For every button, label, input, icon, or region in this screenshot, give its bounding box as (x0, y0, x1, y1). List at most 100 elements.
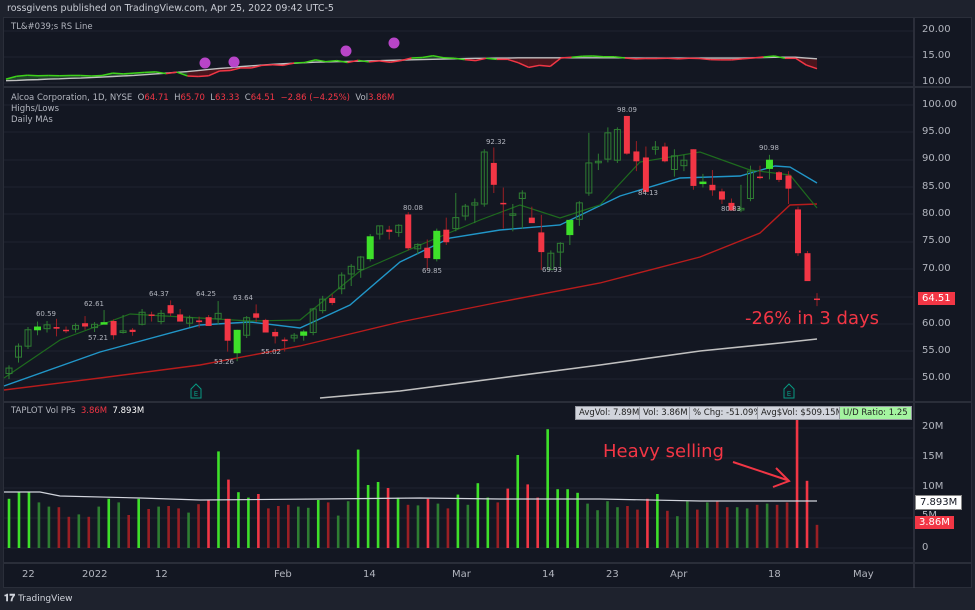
volume-legend: TAPLOT Vol PPs 3.86M 7.893M (11, 406, 144, 416)
rs-line-segment (16, 74, 28, 77)
annotation-arrow-icon (732, 461, 788, 481)
volume-bar (306, 507, 310, 548)
xaxis-label: Apr (670, 569, 688, 580)
rs-fill (528, 57, 540, 68)
rs-line-segment (742, 57, 754, 60)
rs-line-segment (432, 54, 444, 59)
rs-line-segment (315, 59, 327, 63)
volume-bar (406, 504, 410, 548)
candle-body-up (509, 213, 517, 216)
rs-line-segment (517, 62, 530, 69)
candle-body-up (585, 162, 593, 194)
volume-bar (207, 500, 210, 548)
rs-line-segment (752, 56, 764, 59)
high-low-label: 57.21 (88, 334, 108, 342)
candle-body-down (386, 229, 393, 232)
candle-body-up (91, 323, 99, 329)
price-ytick: 100.00 (922, 99, 957, 110)
rs-line-segment (390, 59, 401, 63)
candle-body-down (661, 146, 668, 162)
price-ytick: 70.00 (922, 263, 951, 274)
high-low-label: 60.59 (36, 310, 56, 318)
candle-body-up (233, 329, 241, 354)
volume-bar (486, 497, 490, 548)
rs-new-high-dot (199, 57, 211, 69)
candle-body-down (424, 247, 431, 259)
rs-line-segment (507, 58, 519, 64)
volume-bar (695, 509, 699, 548)
candle-body-up (414, 243, 422, 250)
volume-bar (267, 508, 270, 548)
volume-bar (705, 502, 709, 548)
candle-body-up (480, 151, 488, 205)
rs-fill (187, 70, 199, 77)
candle-body-down (405, 214, 412, 249)
candle-body-up (547, 252, 555, 271)
volume-bar (476, 483, 480, 548)
price-ytick: 95.00 (922, 126, 951, 137)
volume-average: 7.893M (112, 406, 145, 416)
candle-body-up (737, 207, 745, 211)
candle-body-up (5, 367, 13, 375)
xaxis-label: Mar (452, 569, 471, 580)
candle-body-down (633, 151, 640, 162)
volume-bar (296, 506, 300, 548)
rs-line-segment (262, 64, 273, 67)
rs-line-segment (475, 57, 487, 62)
rs-line-segment (539, 64, 551, 68)
volume-bar (556, 489, 559, 548)
stat-ud-ratio: U/D Ratio: 1.25 (839, 406, 912, 420)
candle-body-down (538, 232, 545, 253)
xaxis-label: 18 (768, 569, 781, 580)
pane-separator (4, 86, 972, 88)
volume-ytick: 15M (922, 451, 944, 462)
volume-bar (416, 505, 420, 548)
stat-pct-chg: % Chg: -51.09% (689, 406, 766, 420)
indicator-highs-lows[interactable]: Highs/Lows (11, 104, 59, 114)
candle-body-up (471, 202, 479, 206)
xaxis-label: 14 (363, 569, 376, 580)
candle-body-up (309, 308, 317, 334)
rs-line-segment (422, 54, 433, 59)
high-low-label: 80.83 (721, 205, 741, 213)
rs-line-segment (229, 67, 241, 72)
candle-body-up (357, 256, 365, 271)
chart-frame (3, 17, 972, 588)
candle-body-down (196, 320, 203, 323)
volume-bar (496, 502, 500, 548)
volume-bar (57, 507, 61, 548)
candle-body-down (718, 191, 725, 200)
candle-body-up (699, 181, 707, 185)
candle-body-up (243, 317, 251, 336)
candle-body-up (395, 224, 403, 233)
rs-line-segment (176, 71, 188, 77)
volume-bar (97, 506, 101, 548)
volume-bar (167, 506, 170, 548)
stat-avg-dollar-vol: Avg$Vol: $509.15M (757, 406, 847, 420)
heavy-selling-annotation: Heavy selling (603, 441, 724, 462)
volume-bar (805, 480, 809, 548)
rs-line-segment (774, 55, 786, 60)
stat-avg-vol: AvgVol: 7.89M (575, 406, 644, 420)
high-low-label: 63.64 (233, 294, 254, 302)
volume-ytick: 5M (922, 510, 937, 521)
rs-line-segment (294, 61, 305, 64)
candle-body-up (518, 192, 526, 199)
rs-line-segment (165, 71, 177, 75)
volume-bar (247, 497, 250, 548)
xaxis-label: 14 (542, 569, 555, 580)
high-low-label: 62.61 (84, 300, 104, 308)
volume-bar (366, 485, 370, 548)
xaxis-label: Feb (274, 569, 292, 580)
volume-bar (765, 503, 769, 548)
rs-line-segment (133, 71, 145, 74)
tradingview-logo[interactable]: 𝟏𝟕 TradingView (4, 593, 73, 604)
price-ytick: 90.00 (922, 153, 951, 164)
indicator-daily-mas[interactable]: Daily MAs (11, 115, 53, 125)
volume-bar (745, 508, 749, 548)
ma-50-line (3, 203, 818, 391)
volume-indicator-title: TAPLOT Vol PPs (11, 406, 76, 416)
candle-body-up (100, 322, 108, 325)
rs-line-segment (155, 71, 167, 75)
